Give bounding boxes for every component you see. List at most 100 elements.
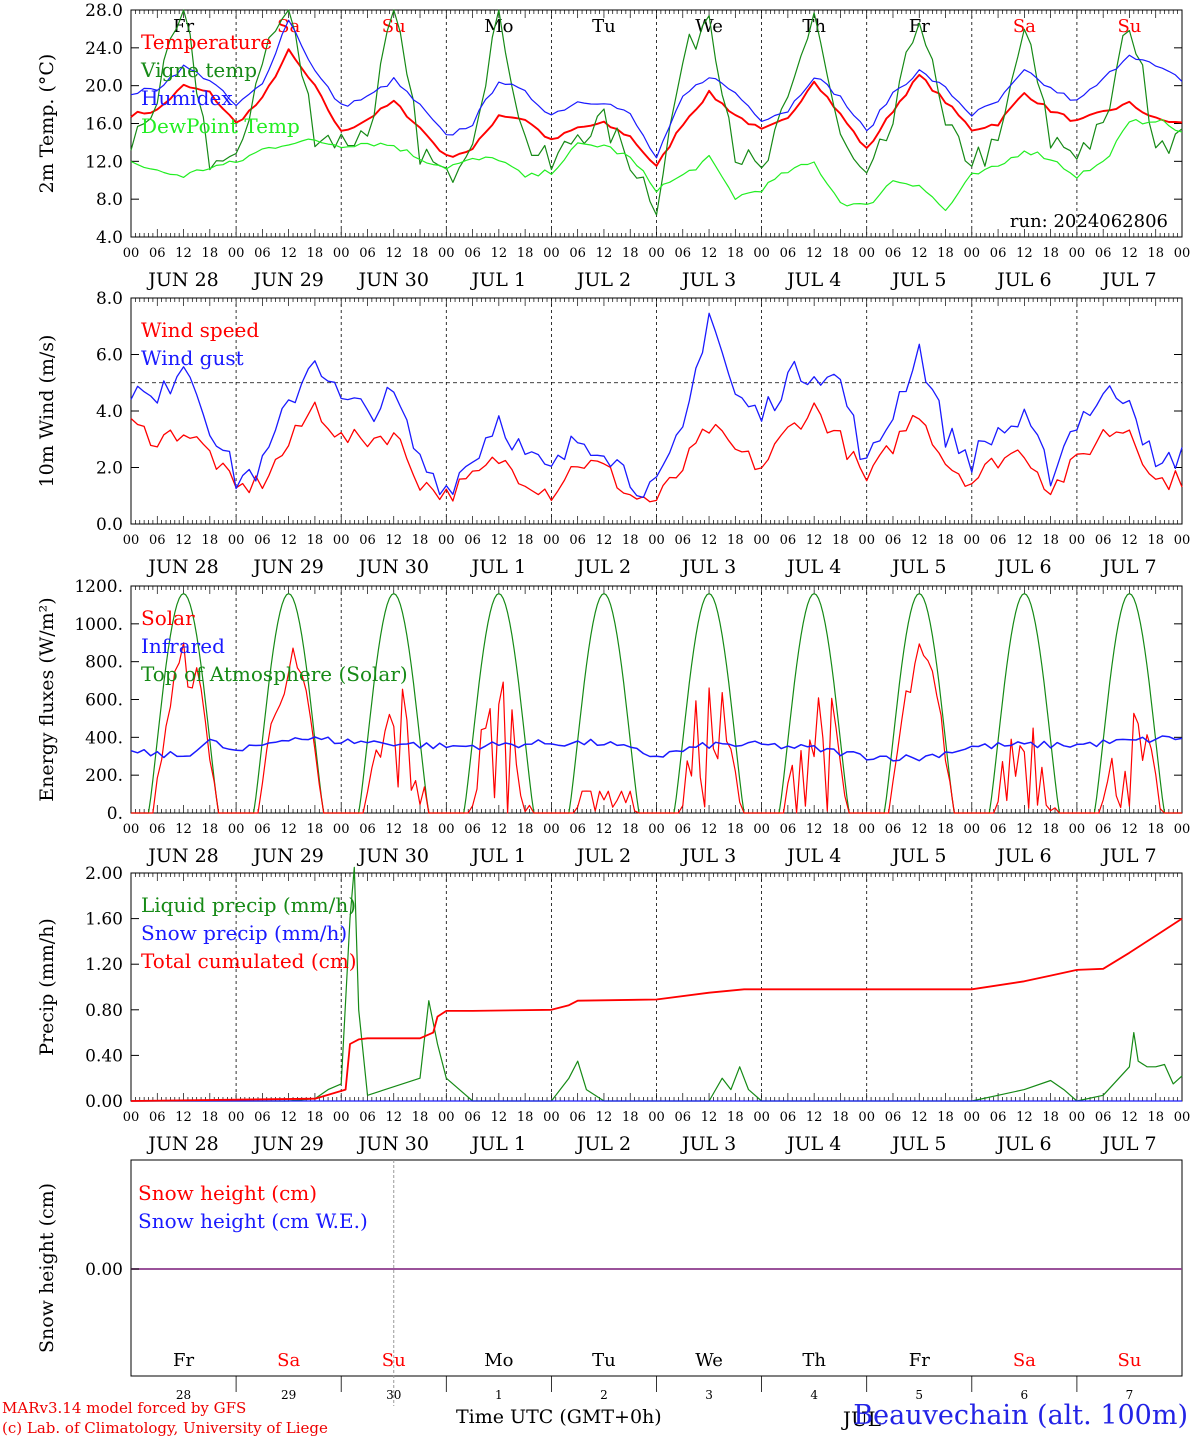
hour-tick-label: 18 <box>832 822 849 837</box>
hour-tick-label: 00 <box>228 822 245 837</box>
hour-tick-label: 00 <box>964 822 981 837</box>
date-label: JUL 6 <box>995 556 1051 578</box>
date-label: JUL 2 <box>575 1133 631 1155</box>
date-label: JUL 3 <box>680 1133 736 1155</box>
hour-tick-label: 00 <box>858 246 875 261</box>
hour-tick-label: 06 <box>1095 533 1112 548</box>
legend-entry: DewPoint Temp <box>141 114 300 138</box>
hour-tick-label: 12 <box>1121 246 1138 261</box>
hour-tick-label: 00 <box>123 246 140 261</box>
legend-entry: Infrared <box>141 634 225 658</box>
day-number: 6 <box>1021 1388 1029 1402</box>
hour-tick-label: 12 <box>806 533 823 548</box>
hour-tick-label: 00 <box>123 1110 140 1125</box>
weekday-label: We <box>695 1350 723 1371</box>
energy-axis-tick-label: 200. <box>85 766 123 786</box>
hour-tick-label: 18 <box>412 533 429 548</box>
hour-tick-label: 00 <box>333 1110 350 1125</box>
temp-axis-tick-label: 4.0 <box>96 228 123 248</box>
precip-axis-tick-label: 2.00 <box>85 864 123 884</box>
day-number: 7 <box>1126 1388 1134 1402</box>
hour-tick-label: 18 <box>1042 1110 1059 1125</box>
weekday-label: Su <box>1117 16 1141 37</box>
hour-tick-label: 06 <box>990 1110 1007 1125</box>
hour-tick-label: 12 <box>491 246 508 261</box>
hour-tick-label: 00 <box>1174 246 1191 261</box>
series-total-cumulated <box>130 917 1183 1102</box>
day-number: 4 <box>810 1388 818 1402</box>
date-label: JUL 4 <box>785 269 841 291</box>
hour-tick-label: 00 <box>648 533 665 548</box>
day-number: 5 <box>915 1388 923 1402</box>
hour-tick-label: 12 <box>701 1110 718 1125</box>
hour-tick-label: 12 <box>1121 533 1138 548</box>
hour-tick-label: 00 <box>333 822 350 837</box>
hour-tick-label: 12 <box>911 246 928 261</box>
hour-tick-label: 12 <box>1016 533 1033 548</box>
hour-tick-label: 00 <box>753 1110 770 1125</box>
date-label: JUL 1 <box>470 556 526 578</box>
energy-axis-tick-label: 400. <box>85 728 123 748</box>
hour-tick-label: 18 <box>517 822 534 837</box>
hour-tick-label: 18 <box>727 1110 744 1125</box>
weekday-label: We <box>695 16 723 37</box>
legend-entry: Snow precip (mm/h) <box>141 921 347 945</box>
hour-tick-label: 12 <box>1016 822 1033 837</box>
hour-tick-label: 00 <box>1174 822 1191 837</box>
hour-tick-label: 12 <box>1121 1110 1138 1125</box>
credits: MARv3.14 model forced by GFS (c) Lab. of… <box>2 1398 328 1438</box>
hour-tick-label: 06 <box>149 822 166 837</box>
hour-tick-label: 12 <box>385 533 402 548</box>
hour-tick-label: 18 <box>1042 822 1059 837</box>
date-label: JUN 28 <box>146 1133 218 1155</box>
wind-axis-label: 10m Wind (m/s) <box>36 335 58 488</box>
date-label: JUL 1 <box>470 269 526 291</box>
date-label: JUL 2 <box>575 269 631 291</box>
hour-tick-label: 18 <box>1042 533 1059 548</box>
hour-tick-label: 18 <box>937 246 954 261</box>
day-number: 2 <box>600 1388 608 1402</box>
weekday-label: Su <box>1117 1350 1141 1371</box>
hour-tick-label: 00 <box>1069 1110 1086 1125</box>
hour-tick-label: 18 <box>412 246 429 261</box>
hour-tick-label: 06 <box>359 246 376 261</box>
hour-tick-label: 12 <box>911 1110 928 1125</box>
hour-tick-label: 00 <box>964 1110 981 1125</box>
hour-tick-label: 06 <box>149 533 166 548</box>
hour-tick-label: 18 <box>622 533 639 548</box>
hour-tick-label: 00 <box>228 1110 245 1125</box>
hour-tick-label: 18 <box>1042 246 1059 261</box>
hour-tick-label: 00 <box>648 822 665 837</box>
hour-tick-label: 00 <box>438 1110 455 1125</box>
weekday-label: Sa <box>1013 16 1036 37</box>
hour-tick-label: 06 <box>780 246 797 261</box>
date-label: JUL 2 <box>575 556 631 578</box>
hour-tick-label: 12 <box>806 1110 823 1125</box>
energy-axis-tick-label: 600. <box>85 691 123 711</box>
date-label: JUL 4 <box>785 845 841 867</box>
hour-tick-label: 00 <box>438 822 455 837</box>
weekday-label: Sa <box>277 1350 300 1371</box>
weekday-label: Su <box>382 1350 406 1371</box>
hour-tick-label: 06 <box>675 822 692 837</box>
date-label: JUL 2 <box>575 845 631 867</box>
hour-tick-label: 00 <box>543 246 560 261</box>
hour-tick-label: 18 <box>1147 1110 1164 1125</box>
legend-entry: Temperature <box>141 30 272 54</box>
hour-tick-label: 12 <box>1016 1110 1033 1125</box>
hour-tick-label: 06 <box>359 533 376 548</box>
hour-tick-label: 06 <box>254 246 271 261</box>
hour-tick-label: 00 <box>753 822 770 837</box>
date-label: JUL 5 <box>890 269 946 291</box>
hour-tick-label: 12 <box>385 246 402 261</box>
hour-tick-label: 06 <box>780 822 797 837</box>
hour-tick-label: 00 <box>333 246 350 261</box>
temp-axis-tick-label: 20.0 <box>85 77 123 97</box>
hour-tick-label: 06 <box>569 533 586 548</box>
hour-tick-label: 18 <box>517 246 534 261</box>
hour-tick-label: 18 <box>1147 246 1164 261</box>
series-dewpoint-temp <box>130 118 1183 212</box>
hour-tick-label: 00 <box>228 246 245 261</box>
precip-axis-tick-label: 0.00 <box>85 1092 123 1112</box>
